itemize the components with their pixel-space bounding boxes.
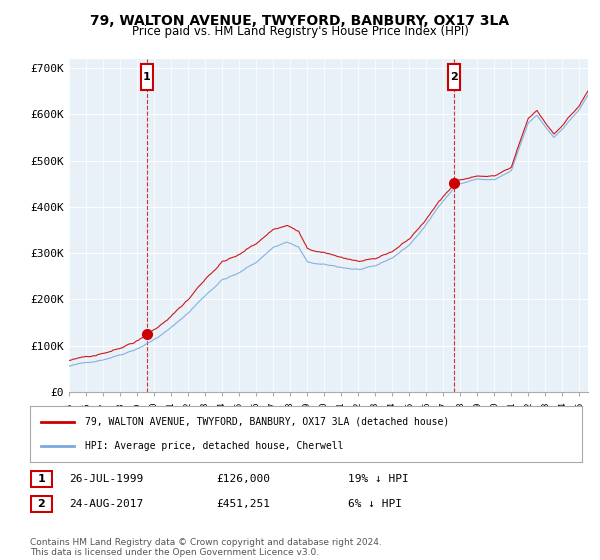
Text: Price paid vs. HM Land Registry's House Price Index (HPI): Price paid vs. HM Land Registry's House … (131, 25, 469, 38)
Text: HPI: Average price, detached house, Cherwell: HPI: Average price, detached house, Cher… (85, 441, 344, 451)
Text: 79, WALTON AVENUE, TWYFORD, BANBURY, OX17 3LA: 79, WALTON AVENUE, TWYFORD, BANBURY, OX1… (91, 14, 509, 28)
Text: 1: 1 (38, 474, 45, 484)
Text: Contains HM Land Registry data © Crown copyright and database right 2024.
This d: Contains HM Land Registry data © Crown c… (30, 538, 382, 557)
Text: 79, WALTON AVENUE, TWYFORD, BANBURY, OX17 3LA (detached house): 79, WALTON AVENUE, TWYFORD, BANBURY, OX1… (85, 417, 449, 427)
FancyBboxPatch shape (448, 64, 460, 90)
Text: £126,000: £126,000 (216, 474, 270, 484)
FancyBboxPatch shape (141, 64, 153, 90)
Text: 19% ↓ HPI: 19% ↓ HPI (348, 474, 409, 484)
Text: 6% ↓ HPI: 6% ↓ HPI (348, 499, 402, 509)
Text: 2: 2 (38, 499, 45, 509)
Text: £451,251: £451,251 (216, 499, 270, 509)
Text: 24-AUG-2017: 24-AUG-2017 (69, 499, 143, 509)
Text: 1: 1 (143, 72, 151, 82)
Text: 2: 2 (451, 72, 458, 82)
Text: 26-JUL-1999: 26-JUL-1999 (69, 474, 143, 484)
